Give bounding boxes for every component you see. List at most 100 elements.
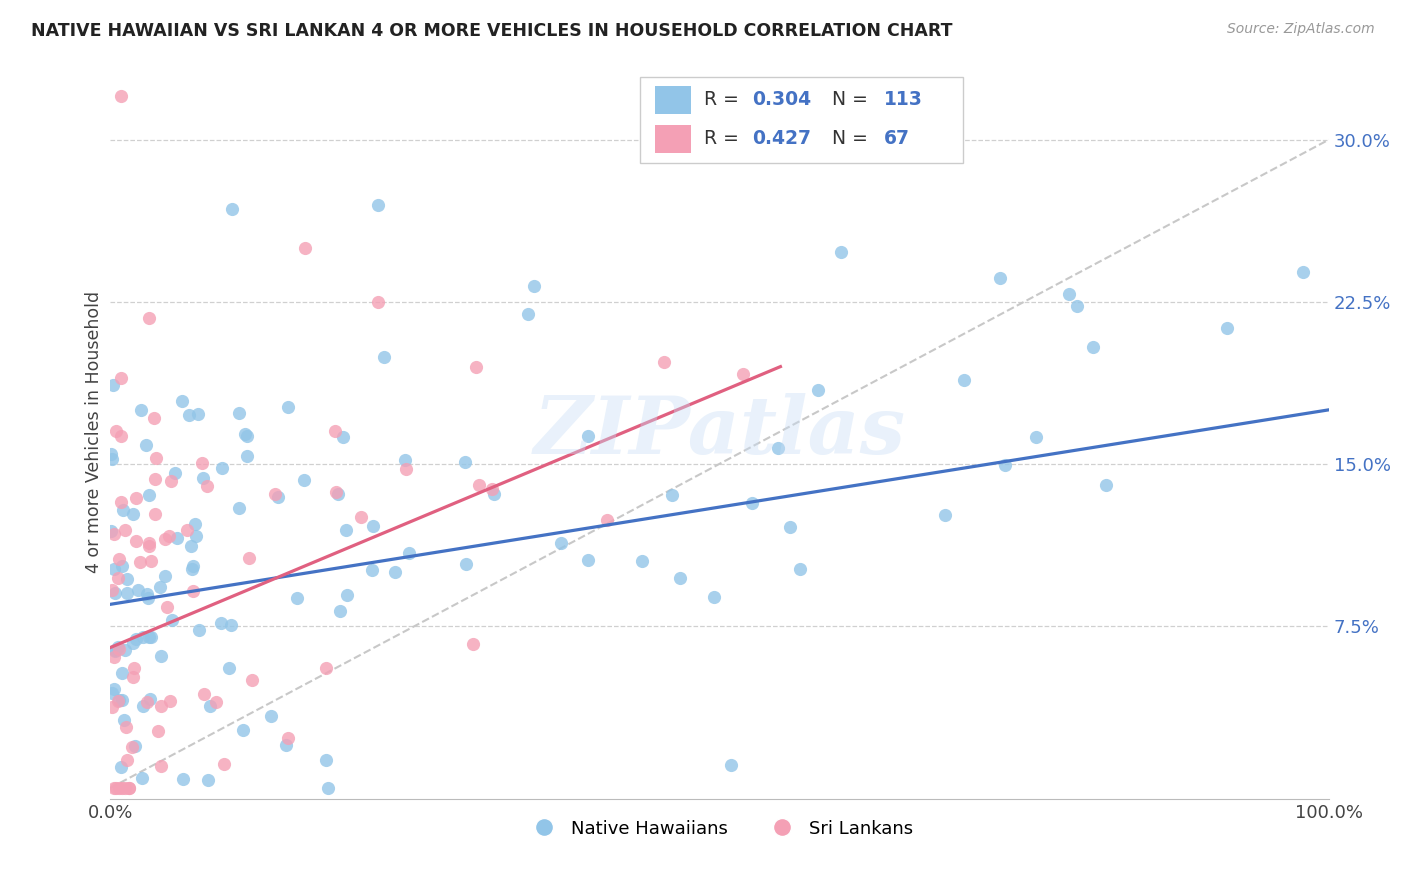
Point: [103, 650, 125, 665]
Point: [830, 245, 852, 260]
Point: [115, 586, 138, 600]
Point: [263, 487, 285, 501]
Point: [100, 447, 122, 461]
Point: [181, 584, 204, 599]
Point: [138, 630, 160, 644]
Point: [143, 472, 166, 486]
Point: [103, 780, 125, 795]
Point: [107, 640, 129, 654]
Bar: [655, 125, 692, 153]
Text: R =: R =: [703, 90, 745, 110]
Point: [166, 531, 188, 545]
Point: [703, 590, 725, 604]
Point: [117, 572, 139, 586]
Point: [125, 491, 148, 506]
Point: [191, 471, 214, 485]
Text: NATIVE HAWAIIAN VS SRI LANKAN 4 OR MORE VEHICLES IN HOUSEHOLD CORRELATION CHART: NATIVE HAWAIIAN VS SRI LANKAN 4 OR MORE …: [31, 22, 952, 40]
Point: [128, 555, 150, 569]
Point: [149, 648, 172, 663]
Point: [198, 698, 221, 713]
Text: N =: N =: [831, 129, 873, 148]
Point: [517, 307, 540, 321]
Point: [112, 503, 135, 517]
Point: [160, 474, 183, 488]
Point: [110, 495, 132, 509]
Point: [110, 370, 132, 384]
Point: [395, 462, 418, 476]
Point: [398, 546, 420, 560]
Point: [197, 772, 219, 787]
Point: [720, 758, 742, 772]
Point: [456, 557, 478, 571]
Point: [172, 772, 194, 787]
Point: [122, 508, 145, 522]
Point: [1057, 286, 1080, 301]
Text: 67: 67: [884, 129, 910, 148]
Point: [187, 407, 209, 421]
Text: Source: ZipAtlas.com: Source: ZipAtlas.com: [1227, 22, 1375, 37]
Point: [104, 780, 127, 795]
Point: [170, 393, 193, 408]
Point: [138, 692, 160, 706]
Point: [108, 642, 131, 657]
Point: [157, 529, 180, 543]
Point: [193, 687, 215, 701]
Point: [131, 772, 153, 786]
Point: [101, 451, 124, 466]
Point: [733, 368, 755, 382]
Point: [114, 523, 136, 537]
Point: [235, 450, 257, 464]
Text: R =: R =: [703, 129, 745, 148]
Point: [110, 429, 132, 443]
Point: [807, 383, 830, 397]
Point: [232, 723, 254, 737]
Point: [111, 780, 134, 795]
Point: [934, 508, 956, 522]
Point: [205, 695, 228, 709]
Point: [336, 588, 359, 602]
Point: [108, 551, 131, 566]
Point: [107, 570, 129, 584]
Point: [138, 536, 160, 550]
Point: [105, 424, 128, 438]
Point: [138, 311, 160, 326]
Point: [596, 513, 619, 527]
Point: [184, 517, 207, 532]
Point: [136, 591, 159, 606]
Text: N =: N =: [831, 90, 873, 110]
Point: [101, 582, 124, 597]
Point: [138, 488, 160, 502]
Point: [292, 473, 315, 487]
Point: [101, 685, 124, 699]
Point: [146, 724, 169, 739]
Point: [211, 461, 233, 475]
Text: 113: 113: [884, 90, 922, 110]
Point: [101, 377, 124, 392]
Point: [103, 562, 125, 576]
Point: [114, 780, 136, 795]
Point: [149, 580, 172, 594]
Point: [145, 450, 167, 465]
FancyBboxPatch shape: [640, 77, 963, 163]
Point: [138, 539, 160, 553]
Point: [741, 496, 763, 510]
Point: [669, 571, 692, 585]
Point: [294, 241, 316, 255]
Point: [361, 519, 384, 533]
Point: [661, 488, 683, 502]
Point: [110, 89, 132, 103]
Point: [132, 630, 155, 644]
Point: [103, 681, 125, 696]
Point: [111, 559, 134, 574]
Point: [277, 731, 299, 745]
Point: [143, 507, 166, 521]
Point: [108, 693, 131, 707]
Point: [114, 643, 136, 657]
Point: [177, 408, 200, 422]
Point: [180, 539, 202, 553]
Point: [576, 429, 599, 443]
Point: [149, 759, 172, 773]
Point: [468, 478, 491, 492]
Point: [1291, 265, 1313, 279]
Point: [143, 411, 166, 425]
